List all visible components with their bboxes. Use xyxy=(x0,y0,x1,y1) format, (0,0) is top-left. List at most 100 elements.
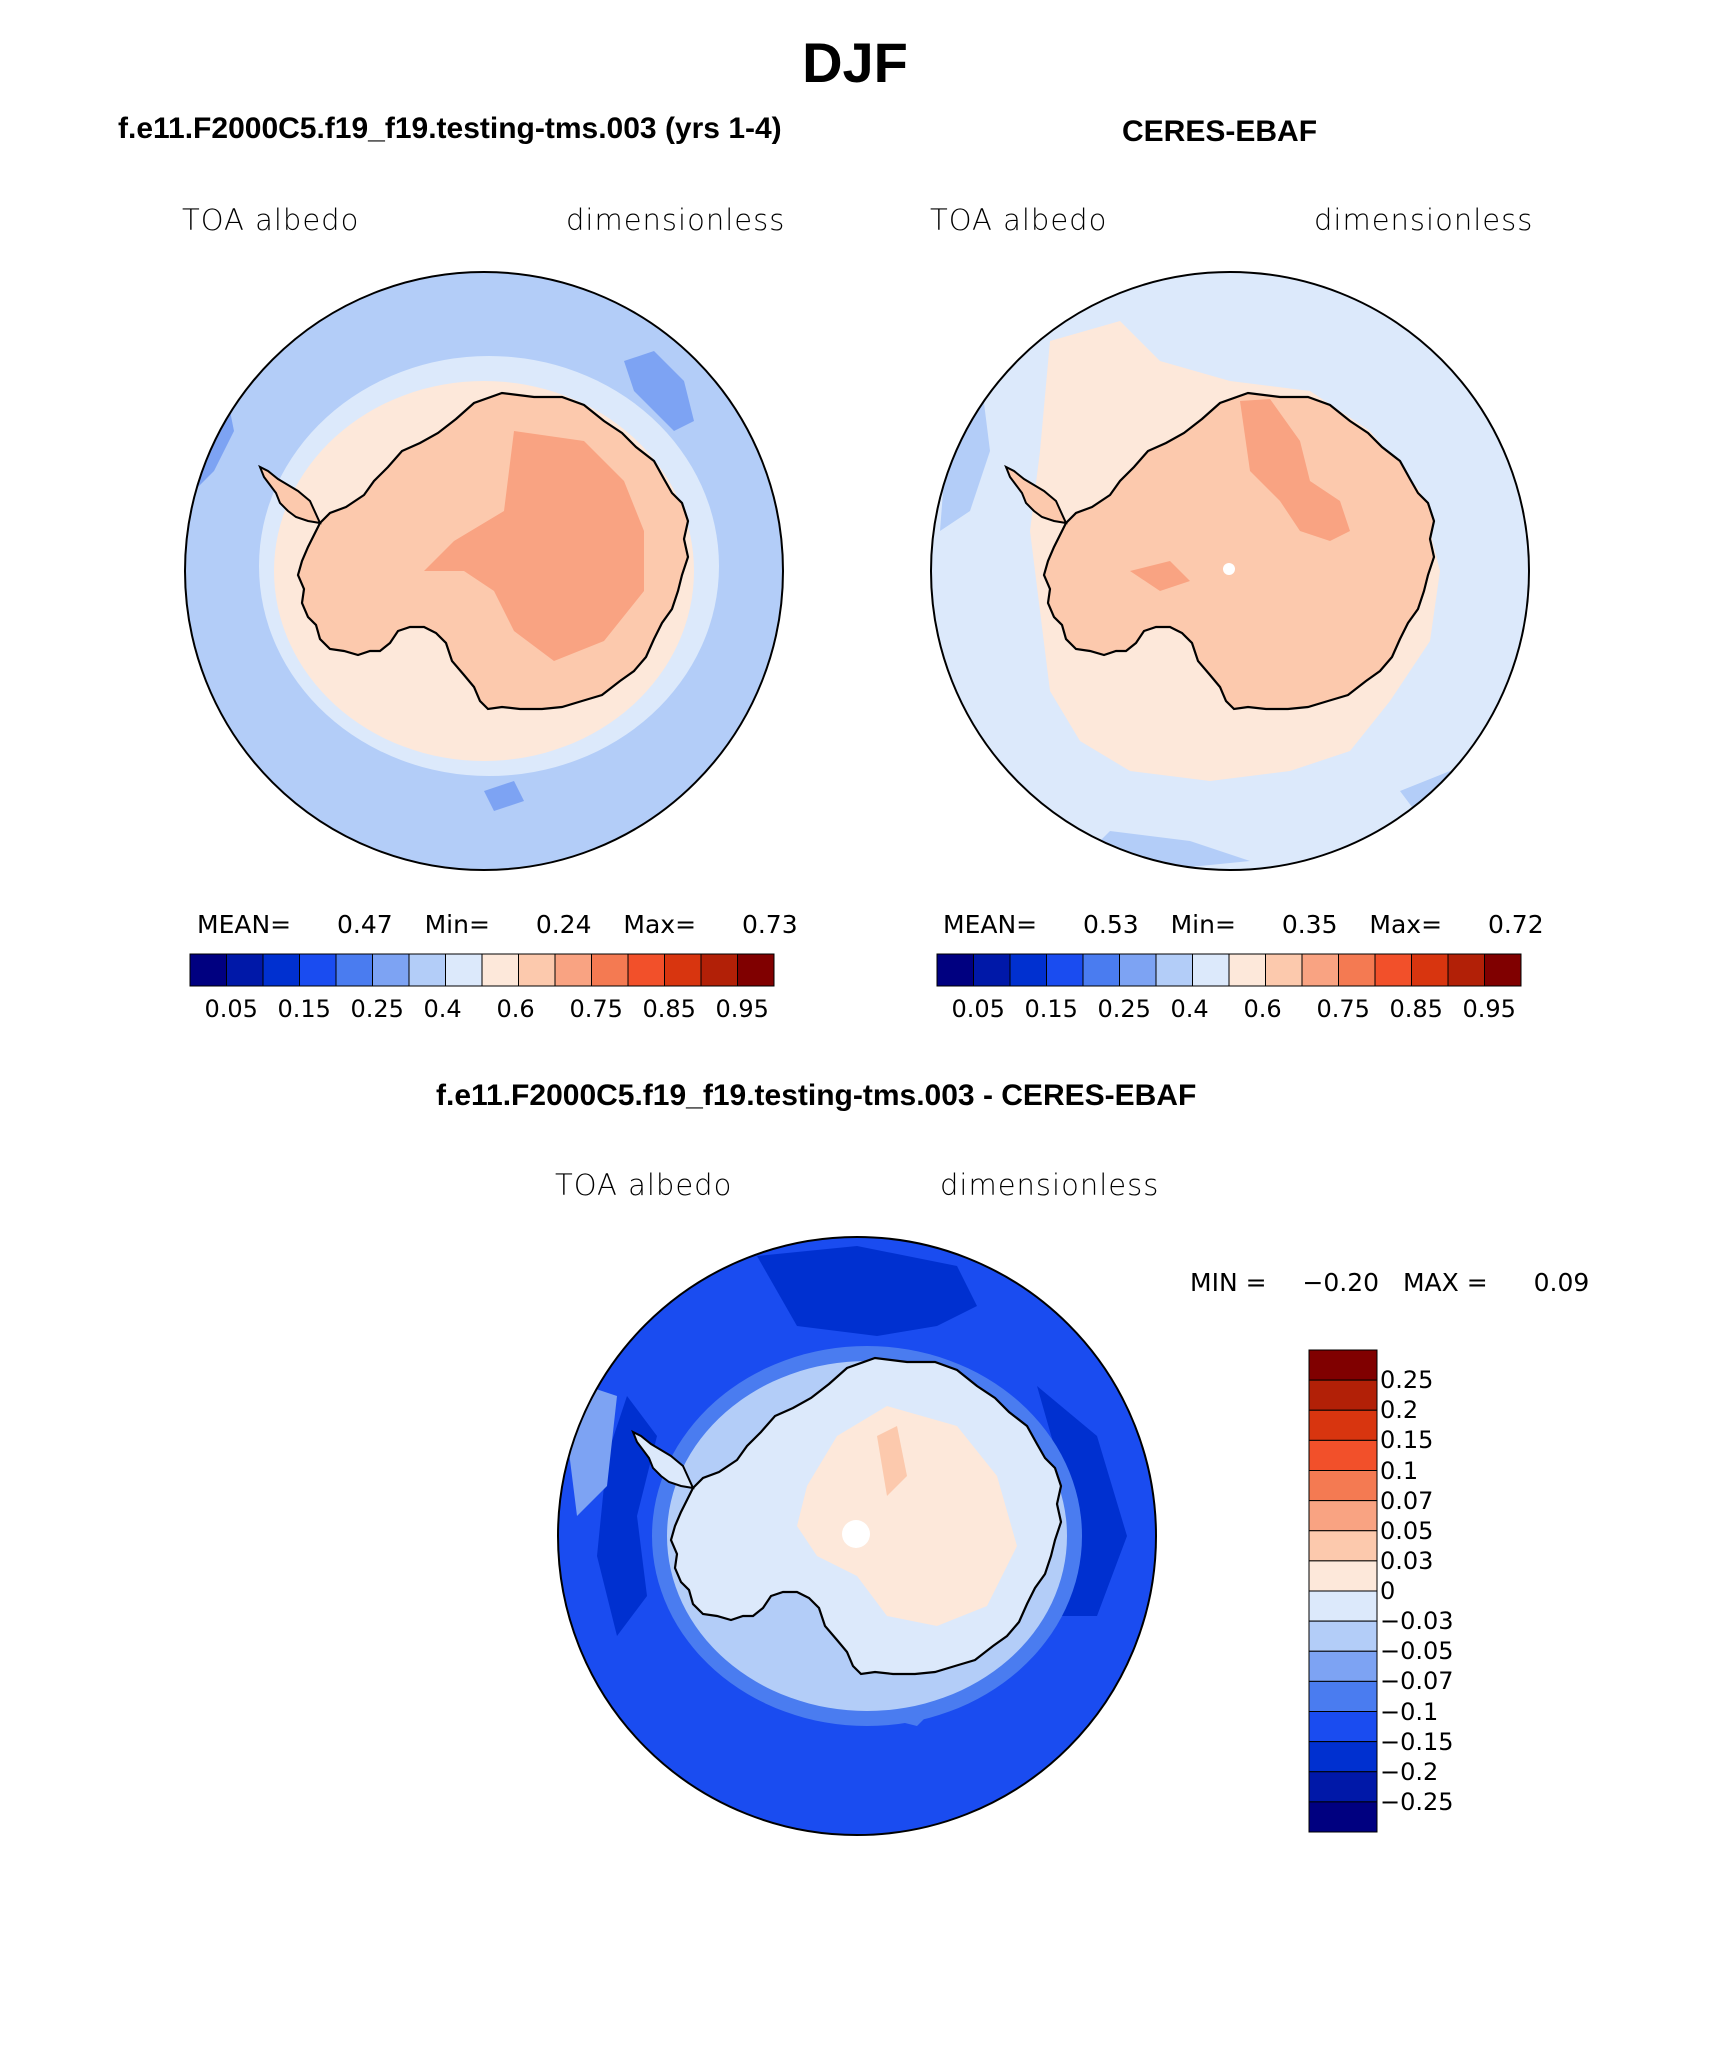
diff-colorbar-tick-label: 0.2 xyxy=(1380,1396,1419,1425)
obs-units-label: dimensionless xyxy=(1314,203,1534,237)
obs-colorbar-swatch xyxy=(1009,953,1047,987)
obs-inland-high xyxy=(1130,561,1190,591)
obs-colorbar-tick-label: 0.6 xyxy=(1243,995,1282,1023)
diff-colorbar-tick-label: 0.1 xyxy=(1380,1456,1419,1485)
model-colorbar-swatch xyxy=(554,953,592,987)
diff-colorbar-tick-label: −0.2 xyxy=(1380,1757,1439,1786)
diff-colorbar-swatch xyxy=(1308,1470,1378,1502)
obs-colorbar-swatch xyxy=(1338,953,1376,987)
diff-colorbar-swatch xyxy=(1308,1801,1378,1833)
obs-colorbar-swatch xyxy=(1411,953,1449,987)
model-mean-value: 0.47 xyxy=(337,910,393,939)
diff-colorbar xyxy=(1308,1349,1378,1833)
diff-colorbar-tick-label: 0.05 xyxy=(1380,1516,1434,1545)
diff-colorbar-swatch xyxy=(1308,1680,1378,1712)
model-colorbar-tick-label: 0.15 xyxy=(277,995,331,1023)
diff-colorbar-swatch xyxy=(1308,1530,1378,1562)
obs-colorbar-swatch xyxy=(1228,953,1266,987)
obs-mean-value: 0.53 xyxy=(1083,910,1139,939)
obs-stats: MEAN= 0.53 Min= 0.35 Max= 0.72 xyxy=(943,910,1544,939)
diff-colorbar-tick-label: −0.07 xyxy=(1380,1667,1454,1696)
diff-colorbar-tick-label: −0.15 xyxy=(1380,1727,1454,1756)
model-colorbar-swatch xyxy=(372,953,410,987)
diff-units-label: dimensionless xyxy=(940,1168,1160,1202)
model-mean-label: MEAN= xyxy=(197,910,292,939)
model-colorbar-swatch xyxy=(518,953,556,987)
model-units-label: dimensionless xyxy=(566,203,786,237)
obs-colorbar-swatch xyxy=(1082,953,1120,987)
model-colorbar-swatch xyxy=(445,953,483,987)
obs-colorbar-swatch xyxy=(1119,953,1157,987)
obs-polar-map xyxy=(930,271,1530,871)
diff-colorbar-ticks: 0.25 0.2 0.15 0.1 0.07 0.05 0.03 0 −0.03 −0.05 −0.… xyxy=(1380,1350,1500,1832)
diff-colorbar-swatch xyxy=(1308,1439,1378,1471)
obs-max-label: Max= xyxy=(1369,910,1443,939)
model-max-label: Max= xyxy=(623,910,697,939)
model-colorbar-swatch xyxy=(627,953,665,987)
obs-colorbar-swatch xyxy=(1265,953,1303,987)
obs-max-value: 0.72 xyxy=(1487,910,1544,939)
diff-min-value: −0.20 xyxy=(1302,1268,1380,1297)
model-colorbar-swatch xyxy=(189,953,227,987)
diff-colorbar-tick-label: 0.07 xyxy=(1380,1486,1434,1515)
obs-colorbar-swatch xyxy=(936,953,974,987)
model-variable-label: TOA albedo xyxy=(182,203,360,237)
model-colorbar xyxy=(189,953,775,987)
model-colorbar-swatch xyxy=(262,953,300,987)
diff-colorbar-swatch xyxy=(1308,1409,1378,1441)
obs-colorbar-swatch xyxy=(1447,953,1485,987)
obs-colorbar-swatch xyxy=(1374,953,1412,987)
obs-min-value: 0.35 xyxy=(1281,910,1338,939)
obs-variable-label: TOA albedo xyxy=(930,203,1108,237)
model-max-value: 0.73 xyxy=(741,910,798,939)
obs-colorbar xyxy=(936,953,1522,987)
model-colorbar-tick-label: 0.95 xyxy=(715,995,769,1023)
diff-colorbar-tick-label: 0.15 xyxy=(1380,1426,1434,1455)
diff-colorbar-swatch xyxy=(1308,1711,1378,1743)
model-colorbar-tick-label: 0.75 xyxy=(569,995,623,1023)
obs-colorbar-swatch xyxy=(1484,953,1522,987)
model-map-border xyxy=(184,271,784,871)
diff-north-dark xyxy=(757,1246,977,1336)
diff-panel-title: f.e11.F2000C5.f19_f19.testing-tms.003 - … xyxy=(436,1079,1197,1112)
model-panel-title: f.e11.F2000C5.f19_f19.testing-tms.003 (y… xyxy=(118,112,782,145)
diff-colorbar-tick-label: −0.03 xyxy=(1380,1607,1454,1636)
diff-colorbar-tick-label: −0.05 xyxy=(1380,1637,1454,1666)
obs-colorbar-swatch xyxy=(1046,953,1084,987)
diff-colorbar-swatch xyxy=(1308,1620,1378,1652)
obs-map-border xyxy=(930,271,1530,871)
diff-variable-label: TOA albedo xyxy=(555,1168,733,1202)
obs-colorbar-tick-label: 0.85 xyxy=(1389,995,1443,1023)
model-colorbar-swatch xyxy=(700,953,738,987)
model-colorbar-swatch xyxy=(335,953,373,987)
model-colorbar-tick-label: 0.25 xyxy=(350,995,404,1023)
obs-colorbar-tick-label: 0.4 xyxy=(1170,995,1209,1023)
diff-pole-hole xyxy=(842,1520,870,1548)
obs-colorbar-tick-label: 0.15 xyxy=(1024,995,1078,1023)
obs-colorbar-tick-label: 0.95 xyxy=(1462,995,1516,1023)
diff-land-positive xyxy=(797,1406,1017,1626)
obs-colorbar-ticks: 0.05 0.15 0.25 0.4 0.6 0.75 0.85 0.95 xyxy=(937,995,1537,1025)
diff-map-border xyxy=(557,1236,1157,1836)
diff-colorbar-swatch xyxy=(1308,1349,1378,1381)
model-colorbar-ticks: 0.05 0.15 0.25 0.4 0.6 0.75 0.85 0.95 xyxy=(190,995,790,1025)
diff-colorbar-tick-label: 0.03 xyxy=(1380,1546,1434,1575)
diff-colorbar-tick-label: 0.25 xyxy=(1380,1366,1434,1395)
diff-colorbar-swatch xyxy=(1308,1500,1378,1532)
model-colorbar-tick-label: 0.05 xyxy=(204,995,258,1023)
model-colorbar-swatch xyxy=(481,953,519,987)
obs-mean-label: MEAN= xyxy=(943,910,1038,939)
model-min-label: Min= xyxy=(424,910,490,939)
model-colorbar-tick-label: 0.4 xyxy=(423,995,462,1023)
diff-colorbar-swatch xyxy=(1308,1650,1378,1682)
diff-polar-map xyxy=(557,1236,1157,1836)
diff-colorbar-swatch xyxy=(1308,1741,1378,1773)
obs-ridge-high xyxy=(1240,399,1350,541)
obs-colorbar-swatch xyxy=(1155,953,1193,987)
obs-pole-hole xyxy=(1223,563,1235,575)
model-colorbar-tick-label: 0.85 xyxy=(642,995,696,1023)
model-plateau-high xyxy=(424,431,644,661)
model-colorbar-swatch xyxy=(408,953,446,987)
main-title: DJF xyxy=(802,31,908,94)
model-polar-map xyxy=(184,271,784,871)
